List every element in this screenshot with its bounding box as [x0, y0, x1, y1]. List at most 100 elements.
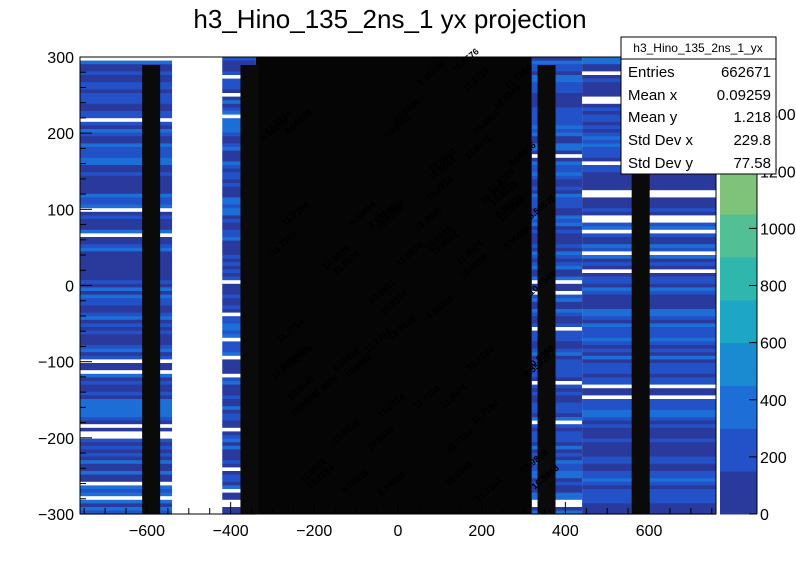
heatmap-bin: [80, 327, 173, 331]
heatmap-bin: [80, 255, 173, 259]
heatmap-bin: [531, 132, 583, 137]
heatmap-bin: [222, 381, 256, 385]
chart-title: h3_Hino_135_2ns_1 yx projection: [193, 4, 586, 34]
heatmap-bin: [80, 57, 173, 61]
heatmap-bin: [531, 64, 583, 69]
heatmap-bin: [531, 384, 583, 389]
heatmap-bin: [222, 186, 256, 191]
y-tick-label: 200: [47, 126, 74, 143]
color-band: [720, 471, 757, 486]
heatmap-bin: [80, 453, 173, 457]
heatmap-bin: [80, 363, 173, 367]
color-band: [720, 356, 757, 372]
heatmap-bin: [222, 103, 256, 108]
heatmap-bin: [222, 463, 256, 468]
heatmap-bin: [531, 291, 583, 295]
heatmap-bin: [531, 147, 583, 151]
heatmap-bin: [80, 247, 173, 252]
x-tick-label: −600: [129, 523, 165, 540]
heatmap-bin: [222, 496, 256, 501]
heatmap-bin: [531, 312, 583, 317]
heatmap-bin: [80, 345, 173, 349]
heatmap-bin: [531, 449, 583, 454]
heatmap-bin: [222, 226, 256, 231]
heatmap-bin: [222, 489, 256, 493]
heatmap-bin: [531, 283, 583, 288]
heatmap-bin: [222, 391, 256, 396]
heatmap-bin: [80, 305, 173, 310]
heatmap-bin: [531, 453, 583, 457]
heatmap-bin: [80, 312, 173, 317]
heatmap-bin: [80, 280, 173, 285]
heatmap-bin: [531, 489, 583, 493]
heatmap-bin: [531, 175, 583, 180]
heatmap-bin: [80, 283, 173, 288]
heatmap-bin: [531, 93, 583, 97]
heatmap-bin: [80, 301, 173, 306]
heatmap-bin: [531, 280, 583, 285]
y-tick-label: −300: [38, 507, 74, 524]
heatmap-bin: [80, 154, 173, 159]
dense-column: [631, 65, 650, 514]
x-tick-label: 400: [552, 523, 579, 540]
heatmap-bin: [531, 388, 583, 393]
heatmap-bin: [531, 247, 583, 252]
heatmap-bin: [80, 352, 173, 357]
heatmap-bin: [80, 186, 173, 191]
heatmap-bin: [80, 456, 173, 461]
stats-box-frame: [620, 36, 777, 175]
heatmap-bin: [531, 125, 583, 130]
heatmap-bin: [531, 391, 583, 396]
heatmap-bin: [531, 409, 583, 414]
heatmap-bin: [222, 352, 256, 357]
heatmap-bin: [222, 510, 256, 515]
heatmap-bin: [222, 75, 256, 79]
heatmap-bin: [222, 111, 256, 115]
saturated-region: [255, 57, 532, 514]
heatmap-bin: [531, 265, 583, 270]
heatmap-bin: [222, 129, 256, 133]
heatmap-bin: [80, 341, 173, 346]
heatmap-bin: [531, 186, 583, 191]
heatmap-bin: [80, 107, 173, 112]
heatmap-bin: [531, 359, 583, 364]
heatmap-bin: [531, 499, 583, 504]
heatmap-bin: [222, 190, 256, 195]
color-band: [720, 485, 757, 501]
heatmap-bin: [531, 67, 583, 72]
heatmap-bin: [222, 251, 256, 256]
color-band: [720, 299, 757, 315]
color-band: [720, 499, 757, 515]
heatmap-bin: [531, 345, 583, 349]
heatmap-bin: [80, 359, 173, 364]
heatmap-bin: [80, 388, 173, 393]
heatmap-bin: [531, 183, 583, 187]
heatmap-bin: [531, 478, 583, 483]
heatmap-bin: [80, 438, 173, 443]
heatmap-bin: [222, 323, 256, 328]
heatmap-bin: [531, 460, 583, 465]
heatmap-bin: [80, 121, 173, 126]
heatmap-bin: [222, 219, 256, 223]
heatmap-bin: [222, 255, 256, 259]
color-band: [720, 199, 757, 215]
heatmap-bin: [80, 485, 173, 490]
heatmap-bin: [531, 294, 583, 299]
heatmap-bin: [222, 175, 256, 180]
heatmap-bin: [80, 402, 173, 407]
heatmap-bin: [222, 442, 256, 447]
heatmap-bin: [80, 323, 173, 328]
heatmap-bin: [222, 118, 256, 123]
heatmap-bin: [80, 319, 173, 324]
heatmap-bin: [531, 330, 583, 335]
heatmap-bin: [531, 204, 583, 209]
heatmap-bin: [222, 406, 256, 411]
heatmap-bin: [531, 82, 583, 87]
heatmap-bin: [222, 276, 256, 281]
heatmap-bin: [222, 172, 256, 177]
heatmap-bin: [80, 258, 173, 263]
x-tick-label: 600: [636, 523, 663, 540]
heatmap-bin: [80, 471, 173, 475]
heatmap-bin: [222, 312, 256, 317]
color-band: [720, 256, 757, 272]
